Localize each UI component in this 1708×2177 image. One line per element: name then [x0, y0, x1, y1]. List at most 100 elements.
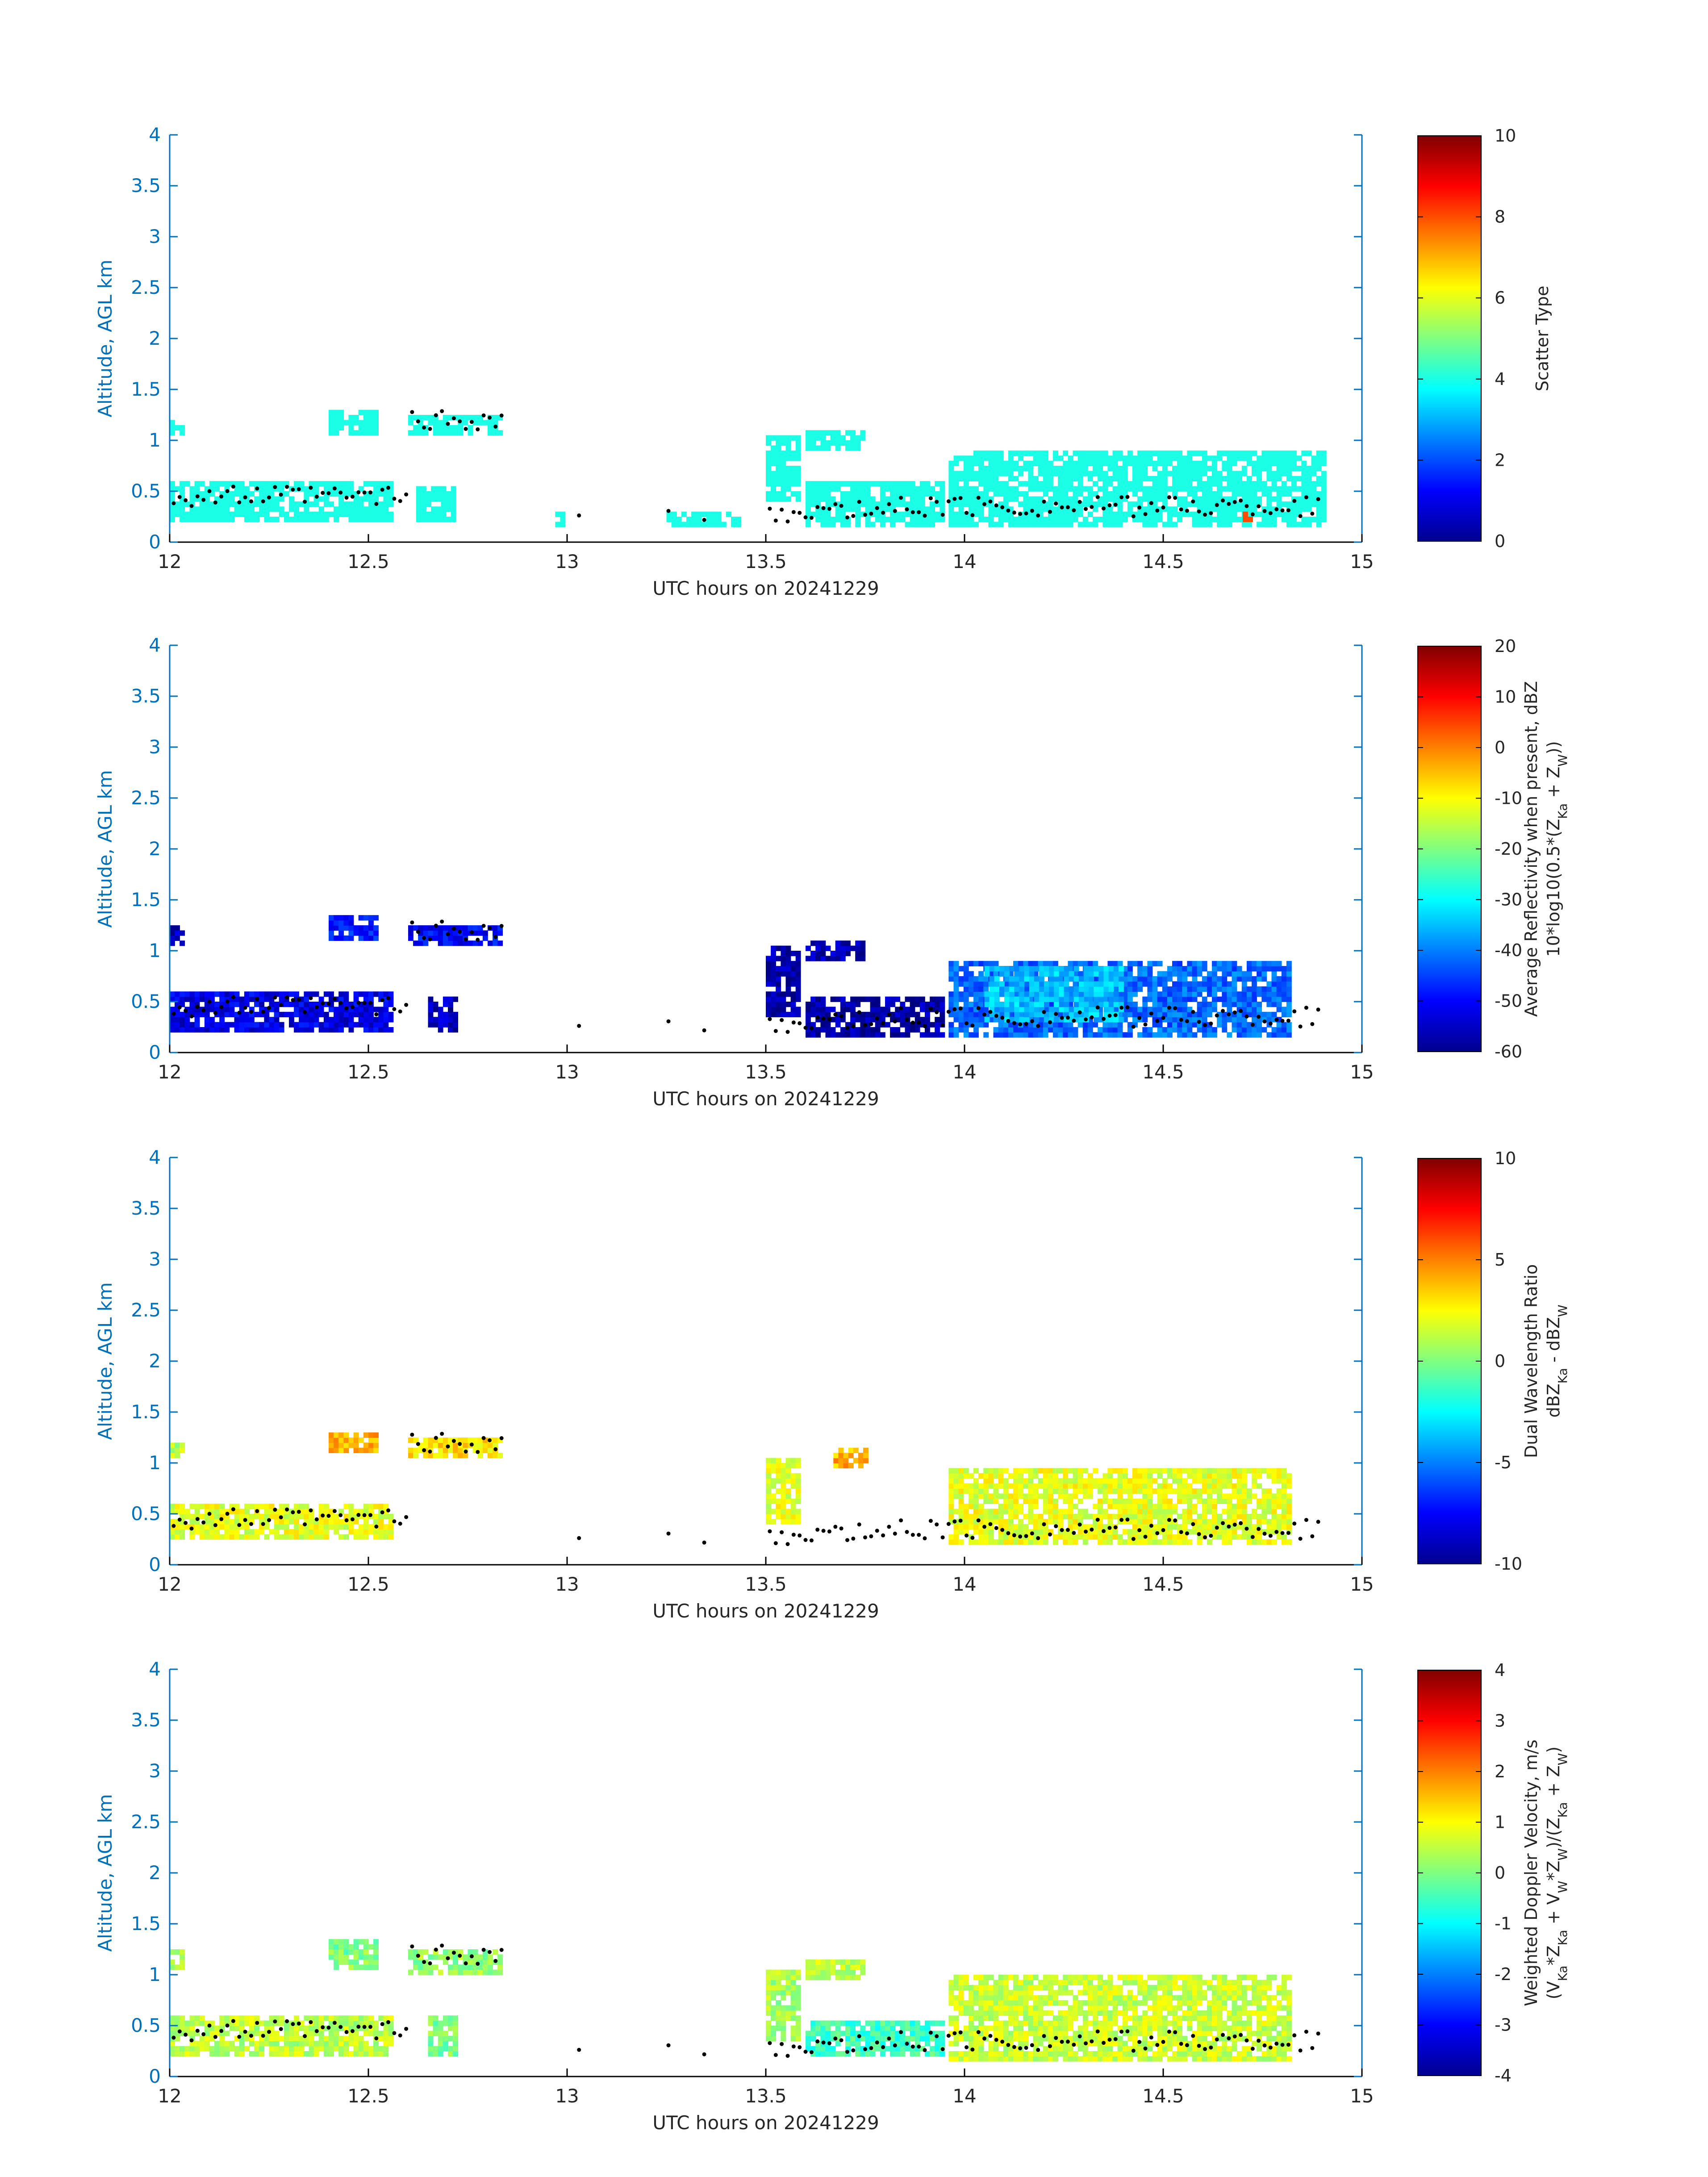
heatmap-pixel	[1112, 517, 1118, 522]
heatmap-pixel	[388, 486, 394, 492]
heatmap-pixel	[259, 996, 265, 1002]
cloud-base-dot	[398, 499, 402, 503]
cloud-base-dot	[1161, 1015, 1165, 1020]
heatmap-pixel	[289, 991, 294, 997]
heatmap-pixel	[820, 945, 826, 951]
heatmap-pixel	[948, 1007, 954, 1012]
heatmap-pixel	[1167, 966, 1173, 972]
heatmap-pixel	[1073, 460, 1078, 466]
heatmap-pixel	[1073, 496, 1078, 502]
heatmap-pixel	[810, 501, 816, 507]
heatmap-pixel	[229, 996, 235, 1002]
y-tick-label: 2	[149, 838, 161, 860]
heatmap-pixel	[1082, 471, 1088, 476]
heatmap-pixel	[1073, 1493, 1078, 1499]
heatmap-pixel	[1073, 1478, 1078, 1484]
heatmap-pixel	[1241, 506, 1247, 512]
heatmap-pixel	[1093, 506, 1098, 512]
heatmap-pixel	[1073, 1539, 1078, 1545]
heatmap-pixel	[1102, 1508, 1108, 1514]
heatmap-pixel	[958, 1524, 964, 1529]
heatmap-pixel	[983, 1529, 989, 1535]
cloud-base-dot	[821, 506, 826, 510]
heatmap-pixel	[1013, 1488, 1019, 1494]
heatmap-pixel	[1241, 1017, 1247, 1023]
heatmap-pixel	[1142, 981, 1148, 987]
heatmap-pixel	[1296, 522, 1302, 527]
heatmap-pixel	[433, 925, 438, 931]
heatmap-pixel	[1089, 1011, 1094, 1017]
heatmap-pixel	[239, 511, 245, 517]
heatmap-pixel	[368, 415, 374, 421]
heatmap-pixel	[358, 1529, 364, 1535]
heatmap-pixel	[438, 940, 443, 946]
heatmap-pixel	[1004, 1002, 1010, 1007]
heatmap-pixel	[229, 1529, 235, 1535]
cloud-base-dot	[368, 1001, 372, 1005]
heatmap-pixel	[1187, 1022, 1193, 1028]
heatmap-pixel	[910, 481, 915, 487]
heatmap-pixel	[776, 986, 781, 992]
heatmap-pixel	[900, 501, 906, 507]
heatmap-pixel	[170, 1453, 175, 1458]
heatmap-pixel	[1281, 466, 1287, 472]
heatmap-pixel	[373, 1027, 379, 1033]
heatmap-pixel	[1142, 966, 1148, 972]
cloud-base-dot	[249, 1010, 253, 1014]
heatmap-pixel	[1018, 455, 1023, 461]
heatmap-pixel	[1087, 996, 1093, 1002]
heatmap-pixel	[1018, 1011, 1023, 1017]
heatmap-pixel	[329, 486, 334, 492]
cloud-base-dot	[1262, 1019, 1267, 1024]
cloud-base-dot	[965, 511, 969, 515]
heatmap-pixel	[1266, 471, 1272, 476]
heatmap-pixel	[423, 1442, 429, 1448]
heatmap-pixel	[1321, 486, 1327, 492]
heatmap-pixel	[1068, 1498, 1073, 1504]
heatmap-pixel	[781, 1483, 786, 1489]
heatmap-reflectivity	[170, 915, 1292, 1038]
heatmap-pixel	[1103, 971, 1109, 977]
heatmap-pixel	[1049, 1011, 1054, 1017]
heatmap-pixel	[781, 1504, 786, 1509]
heatmap-pixel	[318, 481, 324, 487]
heatmap-pixel	[259, 1514, 265, 1520]
heatmap-pixel	[1276, 466, 1282, 472]
heatmap-pixel	[785, 966, 791, 972]
heatmap-pixel	[1197, 471, 1203, 476]
heatmap-pixel	[1023, 506, 1029, 512]
heatmap-pixel	[1321, 455, 1327, 461]
heatmap-pixel	[309, 1007, 314, 1012]
heatmap-pixel	[1043, 1519, 1048, 1525]
heatmap-pixel	[1008, 1483, 1014, 1489]
heatmap-pixel	[1023, 961, 1029, 966]
heatmap-pixel	[1077, 486, 1083, 492]
heatmap-pixel	[264, 1519, 270, 1525]
heatmap-pixel	[1019, 1007, 1025, 1012]
heatmap-pixel	[204, 991, 210, 997]
heatmap-pixel	[448, 1442, 453, 1448]
heatmap-pixel	[1087, 496, 1093, 502]
heatmap-pixel	[855, 501, 861, 507]
heatmap-pixel	[1039, 976, 1044, 982]
heatmap-pixel	[1316, 517, 1322, 522]
heatmap-pixel	[983, 1539, 989, 1545]
heatmap-pixel	[958, 966, 964, 972]
heatmap-pixel	[1094, 1011, 1099, 1017]
heatmap-pixel	[1157, 511, 1163, 517]
heatmap-pixel	[1243, 511, 1248, 517]
heatmap-pixel	[438, 1022, 443, 1028]
heatmap-pixel	[343, 491, 349, 497]
heatmap-pixel	[810, 1007, 816, 1012]
heatmap-pixel	[1038, 1483, 1044, 1489]
cloud-base-dot	[1030, 509, 1034, 513]
heatmap-pixel	[953, 1011, 959, 1017]
heatmap-pixel	[1043, 491, 1048, 497]
heatmap-pixel	[988, 1473, 994, 1479]
heatmap-pixel	[214, 991, 220, 997]
heatmap-pixel	[338, 1432, 344, 1438]
heatmap-pixel	[716, 511, 722, 517]
heatmap-pixel	[353, 1514, 359, 1520]
